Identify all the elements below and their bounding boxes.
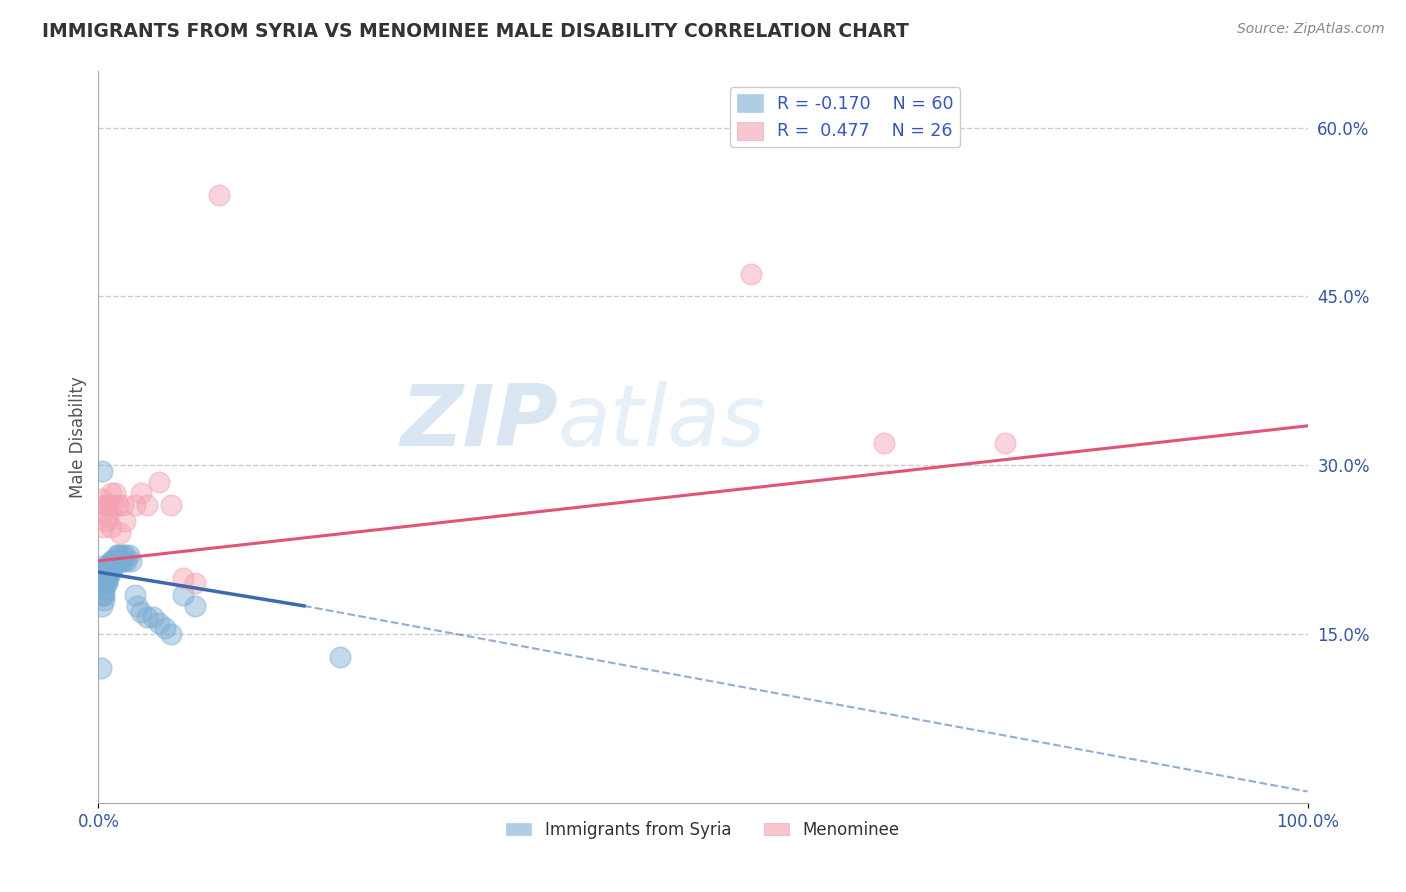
Point (100, 559, 122, 574)
Point (124, 588, 146, 602)
Point (101, 559, 124, 574)
Point (103, 554, 125, 568)
Point (127, 599, 149, 613)
Point (90, 661, 112, 675)
Point (114, 515, 136, 529)
Point (94, 576, 117, 591)
Text: IMMIGRANTS FROM SYRIA VS MENOMINEE MALE DISABILITY CORRELATION CHART: IMMIGRANTS FROM SYRIA VS MENOMINEE MALE … (42, 22, 910, 41)
Point (91, 599, 114, 613)
Point (135, 498, 157, 512)
Point (96, 565, 118, 579)
Y-axis label: Male Disability: Male Disability (69, 376, 87, 498)
Point (91, 464, 114, 478)
Point (740, 267, 762, 281)
Point (184, 576, 207, 591)
Point (208, 188, 231, 202)
Point (104, 554, 127, 568)
Point (93, 565, 115, 579)
Point (101, 554, 124, 568)
Point (100, 559, 122, 574)
Point (124, 498, 146, 512)
Point (98, 498, 121, 512)
Point (96, 498, 118, 512)
Text: Source: ZipAtlas.com: Source: ZipAtlas.com (1237, 22, 1385, 37)
Point (172, 571, 194, 585)
Point (184, 599, 207, 613)
Point (97, 565, 120, 579)
Point (93, 588, 115, 602)
Point (107, 548, 129, 562)
Point (94, 571, 117, 585)
Point (93, 582, 115, 596)
Point (873, 435, 896, 450)
Point (100, 565, 122, 579)
Point (91, 559, 114, 574)
Point (135, 610, 157, 624)
Point (100, 554, 122, 568)
Point (160, 627, 183, 641)
Point (129, 605, 152, 619)
Point (115, 554, 138, 568)
Point (108, 548, 131, 562)
Point (104, 486, 127, 500)
Point (108, 554, 131, 568)
Point (91, 576, 114, 591)
Point (148, 615, 170, 630)
Point (111, 548, 134, 562)
Point (96, 559, 118, 574)
Point (93, 498, 115, 512)
Point (148, 475, 170, 489)
Point (93, 571, 115, 585)
Point (105, 554, 128, 568)
Point (93, 576, 115, 591)
Point (100, 486, 122, 500)
Point (110, 554, 132, 568)
Point (91, 491, 114, 506)
Point (98, 559, 121, 574)
Point (107, 498, 129, 512)
Point (129, 486, 152, 500)
Point (96, 571, 118, 585)
Point (329, 649, 352, 664)
Point (142, 610, 165, 624)
Point (91, 520, 114, 534)
Point (97, 559, 120, 574)
Point (96, 576, 118, 591)
Point (108, 525, 131, 540)
Point (93, 593, 115, 607)
Point (172, 588, 194, 602)
Point (94, 515, 117, 529)
Point (120, 554, 142, 568)
Point (105, 548, 128, 562)
Point (101, 498, 124, 512)
Point (100, 554, 122, 568)
Text: ZIP: ZIP (401, 381, 558, 464)
Point (118, 548, 141, 562)
Point (994, 435, 1017, 450)
Point (103, 559, 125, 574)
Point (91, 588, 114, 602)
Point (111, 498, 134, 512)
Point (153, 621, 176, 635)
Point (94, 565, 117, 579)
Point (100, 520, 122, 534)
Legend: Immigrants from Syria, Menominee: Immigrants from Syria, Menominee (499, 814, 907, 846)
Point (98, 565, 121, 579)
Point (91, 576, 114, 591)
Point (160, 498, 183, 512)
Text: atlas: atlas (558, 381, 766, 464)
Point (112, 554, 135, 568)
Point (91, 571, 114, 585)
Point (91, 588, 114, 602)
Point (97, 508, 120, 523)
Point (114, 548, 136, 562)
Point (97, 571, 120, 585)
